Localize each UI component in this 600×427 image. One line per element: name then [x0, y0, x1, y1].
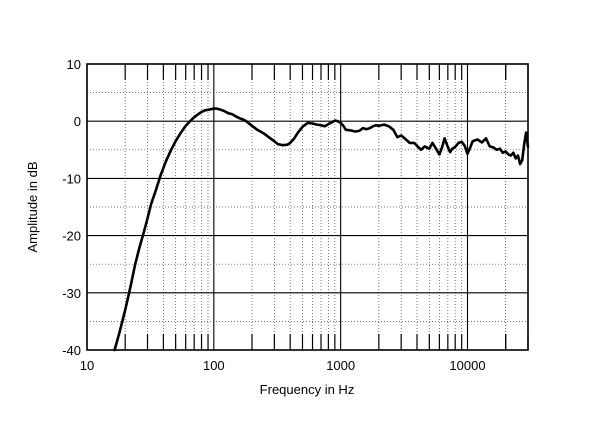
y-axis-label: Amplitude in dB — [25, 161, 40, 252]
x-tick-label: 10000 — [449, 358, 485, 373]
y-tick-label: -20 — [62, 229, 81, 244]
series-line-amplitude — [113, 107, 530, 352]
y-tick-label: -10 — [62, 171, 81, 186]
y-tick-label: 0 — [74, 114, 81, 129]
y-tick-label: -30 — [62, 286, 81, 301]
grid-layer — [86, 64, 529, 350]
x-tick-label: 100 — [203, 358, 225, 373]
x-axis-label: Frequency in Hz — [260, 382, 355, 397]
x-tick-label: 10 — [80, 358, 94, 373]
y-tick-label: 10 — [67, 57, 81, 72]
y-tick-label: -40 — [62, 343, 81, 358]
plot-frame — [86, 63, 529, 351]
x-tick-label: 1000 — [326, 358, 355, 373]
